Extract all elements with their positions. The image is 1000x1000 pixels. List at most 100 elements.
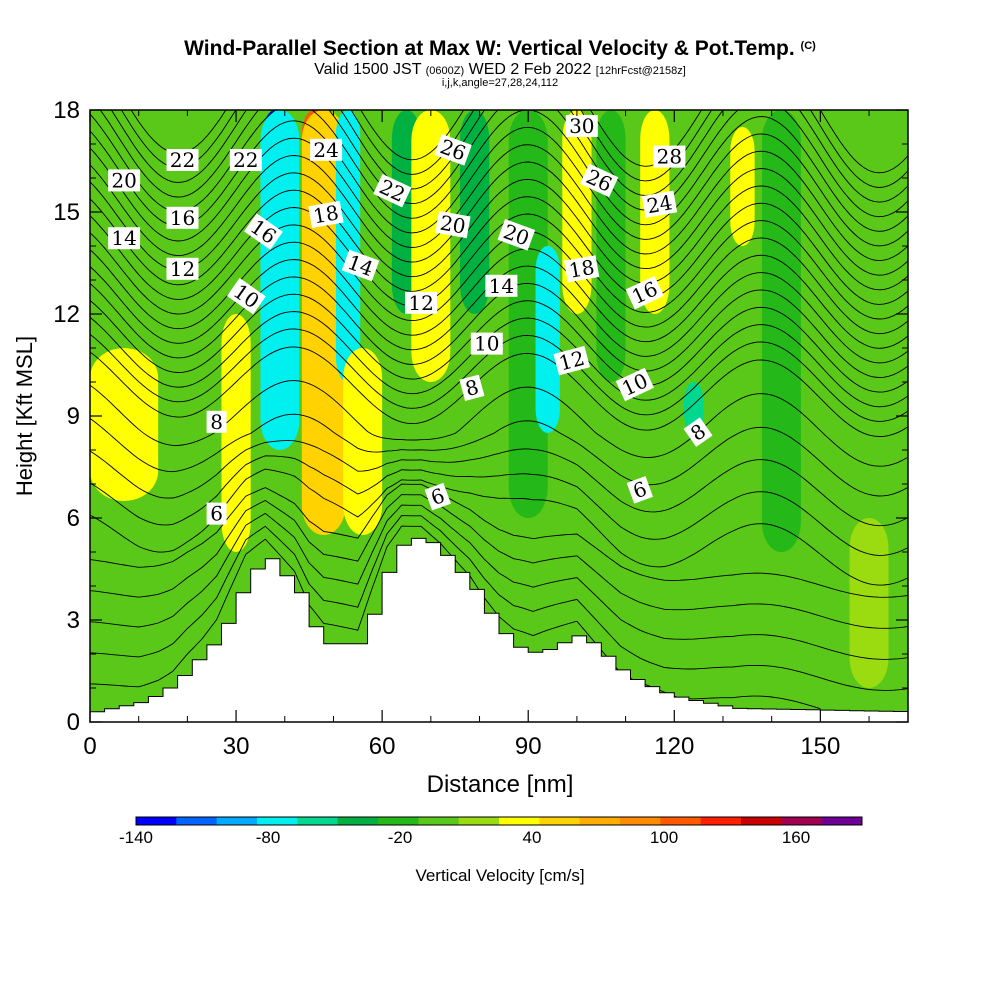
contour-label: 14 xyxy=(108,226,141,250)
contour-label: 18 xyxy=(563,255,600,283)
contour-label-bg xyxy=(434,134,472,166)
chart-title-text: Wind-Parallel Section at Max W: Vertical… xyxy=(184,37,795,60)
theta-contour xyxy=(90,440,908,527)
field-band xyxy=(411,110,451,382)
contour-label-bg xyxy=(497,219,536,251)
contour-label-text: 10 xyxy=(474,332,499,356)
contour-label-bg xyxy=(653,145,686,168)
y-tick-label: 0 xyxy=(67,709,80,736)
axes: 0 30 60 90 120 150 0 3 6 9 12 15 18 xyxy=(53,97,908,760)
colorbar-swatch xyxy=(821,817,863,825)
colorbar-tick-label: -140 xyxy=(119,828,153,847)
contour-label: 22 xyxy=(229,148,262,172)
terrain-mask xyxy=(90,537,908,722)
colorbar-swatch xyxy=(257,817,298,825)
contour-label: 30 xyxy=(565,114,598,138)
contour-label-bg xyxy=(206,502,227,525)
contour-label: 6 xyxy=(424,482,451,511)
theta-contour xyxy=(90,525,821,710)
theta-contour xyxy=(90,515,908,691)
colorbar-swatch xyxy=(660,817,702,825)
colorbar-swatch xyxy=(620,817,661,825)
theta-contours xyxy=(90,110,908,710)
chart-title: Wind-Parallel Section at Max W: Vertical… xyxy=(0,37,1000,61)
contour-label-bg xyxy=(485,274,518,297)
colorbar-tick-label: 40 xyxy=(523,828,542,847)
contour-label-bg xyxy=(166,206,199,229)
contour-label-text: 14 xyxy=(489,274,514,298)
contour-label-bg xyxy=(108,227,141,250)
contour-label: 24 xyxy=(310,138,343,162)
contour-label-bg xyxy=(563,255,600,283)
colorbar-frame xyxy=(135,816,863,826)
contour-label-text: 18 xyxy=(311,200,340,228)
colorbar-swatch xyxy=(499,817,540,825)
contour-label-bg xyxy=(341,249,380,282)
contour-label-bg xyxy=(308,200,344,229)
theta-contour xyxy=(90,346,908,437)
field-band xyxy=(596,110,626,382)
theta-contour xyxy=(90,172,908,291)
contour-label: 14 xyxy=(485,274,518,298)
theta-contour xyxy=(99,110,908,218)
theta-contour xyxy=(90,455,908,556)
grid-info: i,j,k,angle=27,28,24,112 xyxy=(441,77,559,89)
contour-label: 20 xyxy=(108,168,141,192)
y-tick-label: 9 xyxy=(67,403,80,430)
colorbar-swatch xyxy=(136,817,177,825)
theta-contour xyxy=(90,155,908,276)
chart-title-mark: (C) xyxy=(800,40,816,52)
theta-contour xyxy=(90,120,908,247)
terrain xyxy=(90,537,908,722)
valid-prefix: Valid 1500 JST xyxy=(314,61,422,78)
theta-contour xyxy=(90,413,908,497)
y-tick-label: 3 xyxy=(67,607,80,634)
colorbar-tick-label: -80 xyxy=(256,828,281,847)
contour-label: 12 xyxy=(405,291,438,315)
theta-contour xyxy=(90,494,908,629)
contour-label-bg xyxy=(166,149,199,171)
contour-label-bg xyxy=(435,211,471,239)
field-band xyxy=(90,348,159,501)
contour-label-bg xyxy=(625,275,664,310)
colorbar-swatch xyxy=(458,817,500,825)
contour-label-bg xyxy=(470,332,503,355)
contour-label-text: 8 xyxy=(210,410,223,434)
contour-label: 8 xyxy=(459,375,485,401)
colorbar-swatch xyxy=(297,817,339,825)
contour-label-text: 24 xyxy=(313,138,338,162)
contour-label: 16 xyxy=(166,206,199,230)
contour-label: 8 xyxy=(206,410,227,434)
chart-subtitle: Valid 1500 JST (0600Z) WED 2 Feb 2022 [1… xyxy=(0,61,1000,79)
theta-contour xyxy=(90,311,908,408)
contour-label-bg xyxy=(244,213,283,250)
theta-contour xyxy=(90,504,908,660)
colorbar-swatch xyxy=(700,817,742,825)
contour-label-text: 30 xyxy=(569,114,594,138)
colorbar-swatch xyxy=(741,817,782,825)
contour-label-text: 20 xyxy=(111,168,136,192)
contour-label-bg xyxy=(226,277,266,315)
x-tick-label: 30 xyxy=(223,733,250,760)
contour-label-bg xyxy=(580,163,619,198)
theta-contour xyxy=(90,293,908,393)
x-tick-label: 150 xyxy=(800,733,840,760)
contour-label: 20 xyxy=(435,211,471,239)
contour-label: 12 xyxy=(166,257,199,281)
y-tick-label: 6 xyxy=(67,505,80,532)
colorbar: -140 -80 -20 40 100 160 xyxy=(119,816,863,847)
theta-contour xyxy=(90,137,908,262)
x-tick-label: 0 xyxy=(83,733,96,760)
contour-label-bg xyxy=(405,291,438,314)
contour-label-bg xyxy=(310,138,343,161)
contour-label-text: 28 xyxy=(657,145,682,169)
contour-label-text: 20 xyxy=(438,211,467,239)
contour-label-text: 24 xyxy=(645,190,674,218)
contour-label: 6 xyxy=(626,476,654,504)
contour-label-bg xyxy=(229,149,262,171)
colorbar-swatch xyxy=(176,817,218,825)
theta-contour xyxy=(90,110,908,232)
valid-date: WED 2 Feb 2022 xyxy=(468,61,592,78)
theta-contour xyxy=(90,224,908,335)
